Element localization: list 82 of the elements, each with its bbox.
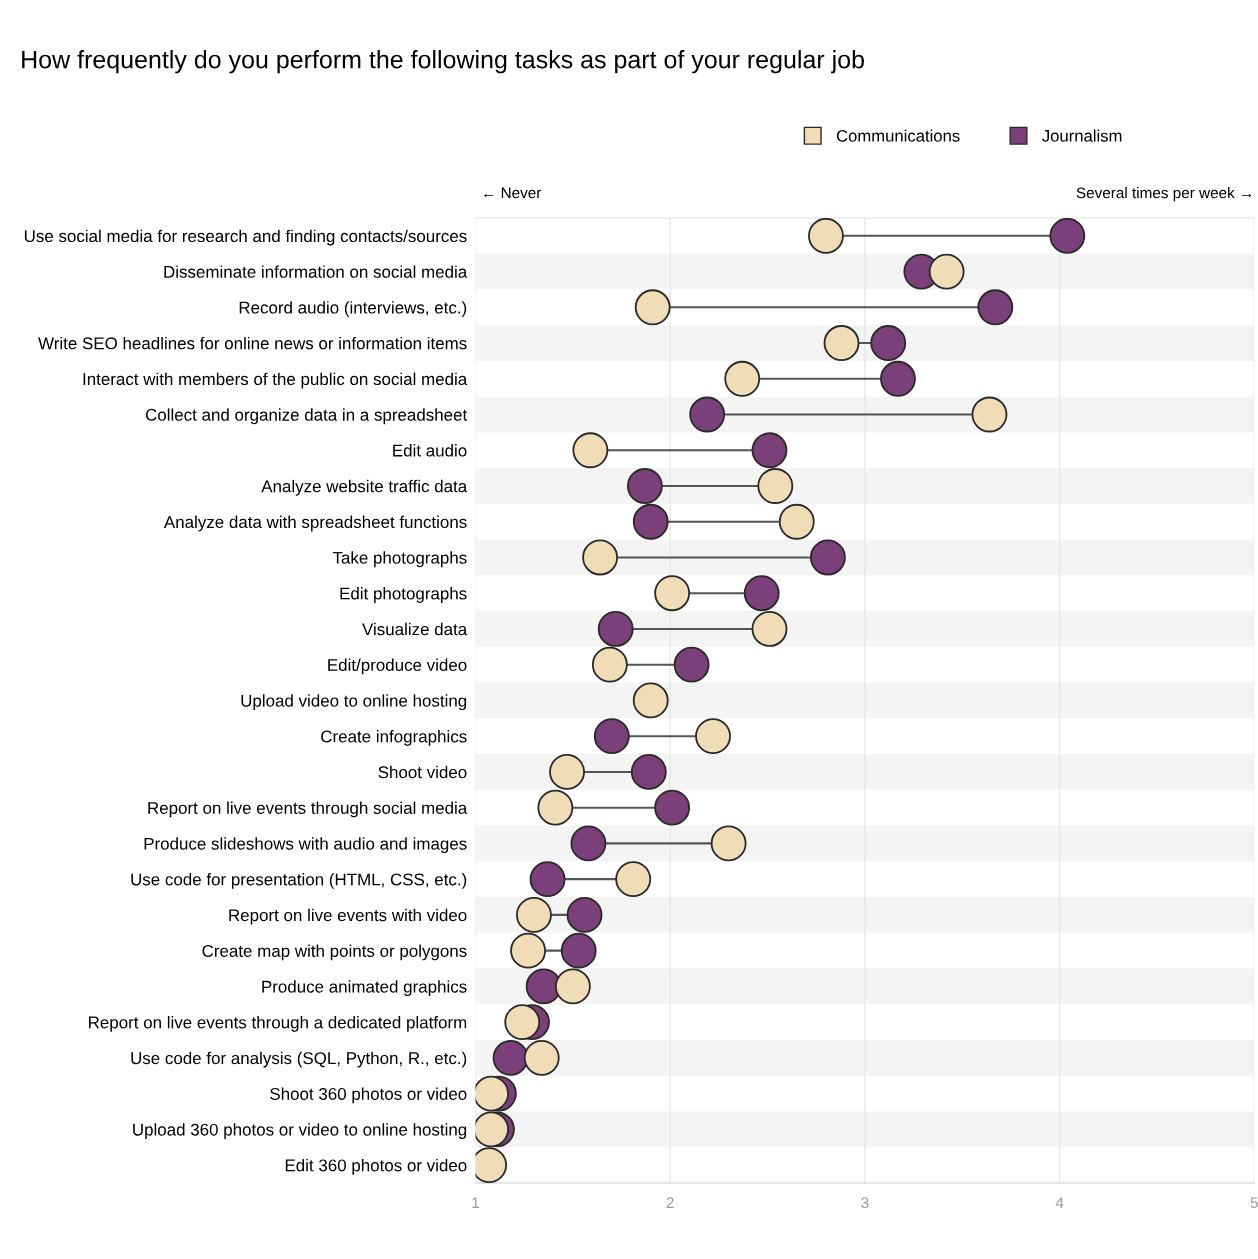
- y-tick-label: Report on live events through a dedicated platform: [89, 1015, 467, 1032]
- legend-label: Communications: [836, 129, 960, 142]
- point: [566, 896, 603, 933]
- y-tick-label: Use code for presentation (HTML, CSS, etc.): [131, 873, 467, 889]
- point: [928, 253, 965, 290]
- point: [630, 754, 667, 790]
- y-tick-label: Collect and organize data in a spreadsheet: [145, 408, 468, 425]
- y-tick-label: Edit/produce video: [328, 658, 467, 675]
- point: [597, 611, 634, 647]
- y-tick-label: Produce animated graphics: [262, 980, 467, 997]
- x-tick-label: 5: [1250, 1197, 1258, 1209]
- point: [673, 646, 710, 683]
- x-tick-label: 3: [861, 1197, 869, 1209]
- point: [971, 396, 1008, 433]
- y-tick-label: Write SEO headlines for online news or information items: [38, 336, 467, 350]
- point: [593, 718, 630, 755]
- point: [710, 825, 747, 862]
- y-tick-label: Create map with points or polygons: [202, 944, 467, 961]
- y-tick-label: Take photographs: [332, 551, 467, 568]
- chart-title: How frequently do you perform the following tasks as part of your regular job: [22, 50, 864, 74]
- point: [523, 1039, 560, 1076]
- y-tick-label: Shoot 360 photos or video: [270, 1087, 467, 1104]
- y-tick-label: Analyze data with spreadsheet functions: [163, 515, 467, 532]
- point: [492, 1039, 529, 1076]
- point: [504, 1004, 541, 1041]
- legend-label: Journalism: [1042, 129, 1122, 142]
- text: Several times per week →: [1076, 187, 1252, 202]
- point: [808, 217, 844, 254]
- y-tick-label: Edit photographs: [340, 587, 467, 603]
- y-tick-label: Disseminate information on social media: [164, 265, 468, 278]
- point: [529, 861, 566, 898]
- point: [695, 718, 731, 755]
- y-tick-label: Use code for analysis (SQL, Python, R., etc.): [131, 1051, 467, 1068]
- point: [654, 789, 691, 826]
- point: [632, 682, 669, 719]
- point: [654, 575, 691, 612]
- x-tick-label: 4: [1055, 1197, 1064, 1208]
- point: [751, 611, 788, 647]
- y-tick-label: Edit 360 photos or video: [285, 1158, 467, 1175]
- y-tick-label: Visualize data: [362, 622, 468, 636]
- point: [778, 503, 815, 540]
- point: [870, 325, 907, 361]
- point: [809, 539, 846, 576]
- x-tick-label: 2: [666, 1197, 674, 1208]
- y-tick-label: Analyze website traffic data: [261, 479, 468, 496]
- y-tick-label: Produce slideshows with audio and images: [144, 837, 467, 854]
- point: [516, 896, 552, 933]
- point: [1049, 217, 1086, 254]
- point: [977, 289, 1014, 326]
- point: [823, 325, 860, 361]
- y-tick-label: Upload 360 photos or video to online hosting: [133, 1123, 467, 1139]
- point: [591, 646, 628, 683]
- point: [615, 861, 652, 898]
- text: ← Never: [484, 187, 542, 199]
- point: [572, 432, 609, 469]
- point: [632, 503, 669, 540]
- y-tick-label: Interact with members of the public on social media: [83, 372, 468, 389]
- point: [689, 396, 726, 433]
- point: [626, 468, 663, 504]
- y-tick-label: Upload video to online hosting: [241, 694, 467, 711]
- y-tick-label: Shoot video: [378, 765, 467, 779]
- y-tick-label: Create infographics: [321, 730, 467, 746]
- point: [510, 932, 547, 969]
- point: [570, 825, 607, 862]
- y-tick-label: Report on live events with video: [229, 908, 467, 925]
- point: [475, 1075, 510, 1112]
- y-tick-label: Report on live events through social media: [148, 801, 468, 818]
- y-tick-label: Edit audio: [393, 444, 467, 457]
- y-tick-label: Use social media for research and finding contacts/sources: [24, 229, 467, 246]
- point: [880, 360, 916, 397]
- point: [560, 932, 597, 969]
- point: [537, 789, 574, 826]
- point: [724, 360, 761, 397]
- point: [554, 968, 591, 1005]
- point: [743, 575, 780, 612]
- point: [582, 539, 619, 576]
- x-tick-label: 1: [472, 1197, 480, 1208]
- point: [751, 432, 788, 469]
- point: [634, 289, 671, 326]
- y-tick-label: Record audio (interviews, etc.): [239, 301, 467, 317]
- point: [549, 754, 585, 790]
- point: [757, 468, 794, 504]
